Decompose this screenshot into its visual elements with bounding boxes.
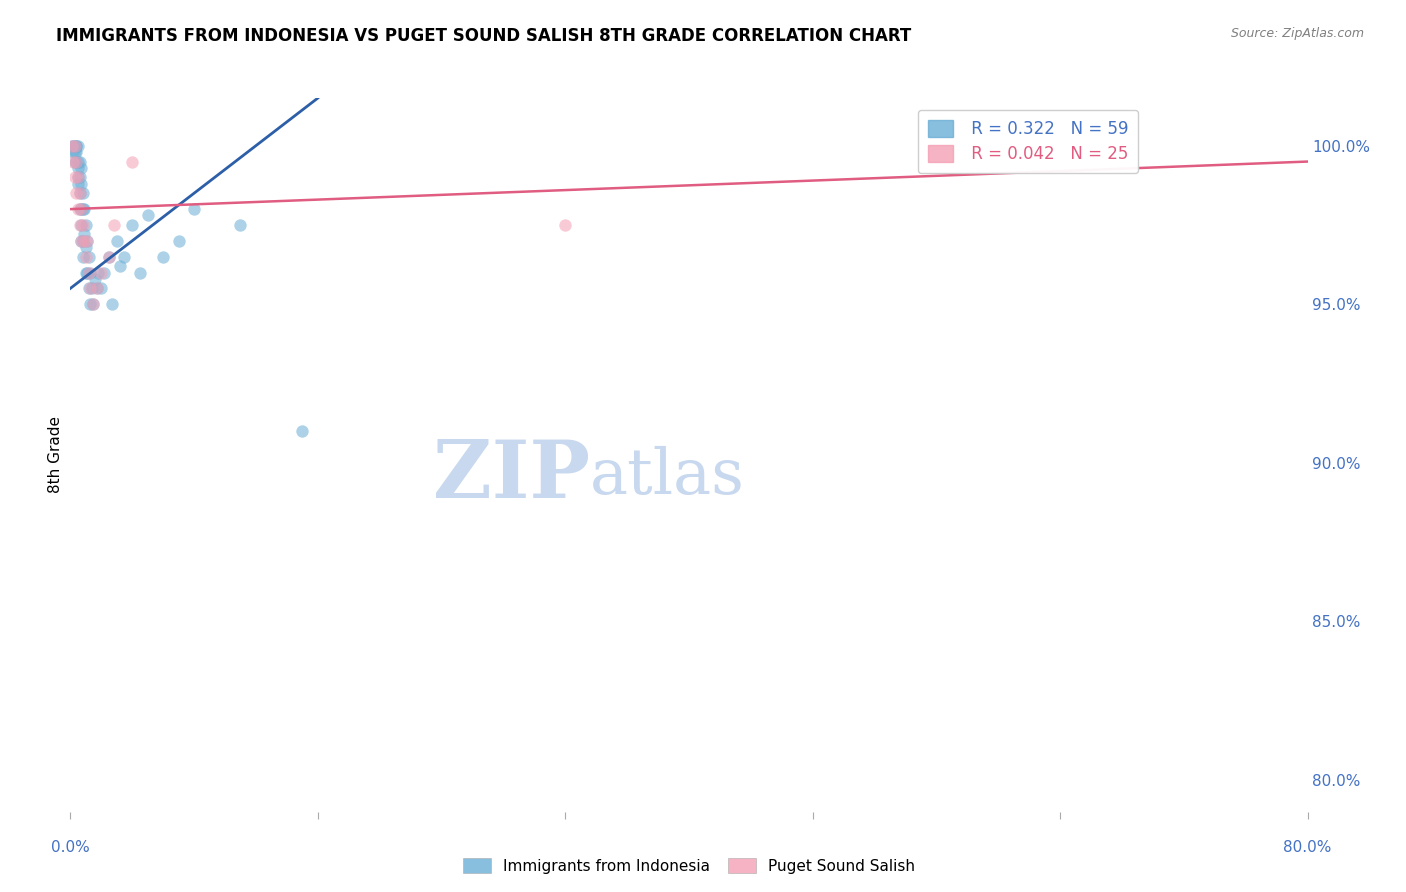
Point [86, 281, 108, 295]
Point [114, 250, 136, 264]
Point [67, 170, 90, 185]
Point [67, 170, 90, 185]
Point [70, 218, 93, 232]
Point [65, 138, 87, 153]
Point [79, 266, 101, 280]
Point [73, 202, 96, 216]
Point [98, 250, 121, 264]
Point [70, 202, 93, 216]
Point [65, 154, 87, 169]
Point [73, 227, 96, 242]
Point [136, 209, 159, 223]
Point [129, 266, 152, 280]
Point [63, 138, 86, 153]
Point [75, 218, 97, 232]
Point [63, 170, 86, 185]
Point [69, 218, 91, 232]
Point [69, 186, 91, 201]
Point [93, 266, 115, 280]
Point [65, 138, 87, 153]
Point [62, 145, 84, 159]
Point [65, 186, 87, 201]
Point [167, 234, 190, 248]
Point [90, 281, 112, 295]
Point [108, 259, 131, 273]
Point [67, 138, 90, 153]
Point [79, 281, 101, 295]
Point [76, 234, 98, 248]
Point [75, 266, 97, 280]
Point [67, 154, 90, 169]
Point [63, 154, 86, 169]
Text: ZIP: ZIP [433, 437, 591, 516]
Y-axis label: 8th Grade: 8th Grade [48, 417, 63, 493]
Point [72, 202, 94, 216]
Point [77, 281, 100, 295]
Point [79, 297, 101, 311]
Point [60, 138, 83, 153]
Point [72, 234, 94, 248]
Point [75, 250, 97, 264]
Point [103, 218, 125, 232]
Point [65, 145, 87, 159]
Text: 0.0%: 0.0% [51, 840, 90, 855]
Point [67, 202, 90, 216]
Point [152, 250, 174, 264]
Point [62, 138, 84, 153]
Point [72, 218, 94, 232]
Point [69, 186, 91, 201]
Point [62, 154, 84, 169]
Point [121, 154, 143, 169]
Point [67, 161, 90, 175]
Point [63, 138, 86, 153]
Point [82, 297, 105, 311]
Point [77, 266, 100, 280]
Point [70, 177, 93, 191]
Point [86, 281, 108, 295]
Legend:  R = 0.322   N = 59,  R = 0.042   N = 25: R = 0.322 N = 59, R = 0.042 N = 25 [918, 110, 1139, 173]
Point [75, 240, 97, 254]
Point [69, 170, 91, 185]
Point [70, 202, 93, 216]
Point [101, 297, 124, 311]
Point [70, 234, 93, 248]
Point [69, 202, 91, 216]
Point [60, 138, 83, 153]
Point [76, 234, 98, 248]
Point [73, 234, 96, 248]
Point [65, 154, 87, 169]
Point [90, 266, 112, 280]
Point [63, 145, 86, 159]
Text: Source: ZipAtlas.com: Source: ZipAtlas.com [1230, 27, 1364, 40]
Point [72, 186, 94, 201]
Point [70, 234, 93, 248]
Point [77, 250, 100, 264]
Legend: Immigrants from Indonesia, Puget Sound Salish: Immigrants from Indonesia, Puget Sound S… [457, 852, 921, 880]
Point [72, 250, 94, 264]
Point [105, 234, 128, 248]
Point [87, 266, 110, 280]
Point [69, 154, 91, 169]
Text: IMMIGRANTS FROM INDONESIA VS PUGET SOUND SALISH 8TH GRADE CORRELATION CHART: IMMIGRANTS FROM INDONESIA VS PUGET SOUND… [56, 27, 911, 45]
Point [82, 297, 105, 311]
Point [76, 266, 98, 280]
Point [70, 161, 93, 175]
Point [183, 202, 205, 216]
Point [84, 272, 107, 286]
Point [554, 218, 576, 232]
Point [80, 281, 103, 295]
Point [98, 250, 121, 264]
Text: atlas: atlas [591, 446, 745, 507]
Point [121, 218, 143, 232]
Point [229, 218, 252, 232]
Text: 80.0%: 80.0% [1284, 840, 1331, 855]
Point [291, 424, 314, 438]
Point [67, 177, 90, 191]
